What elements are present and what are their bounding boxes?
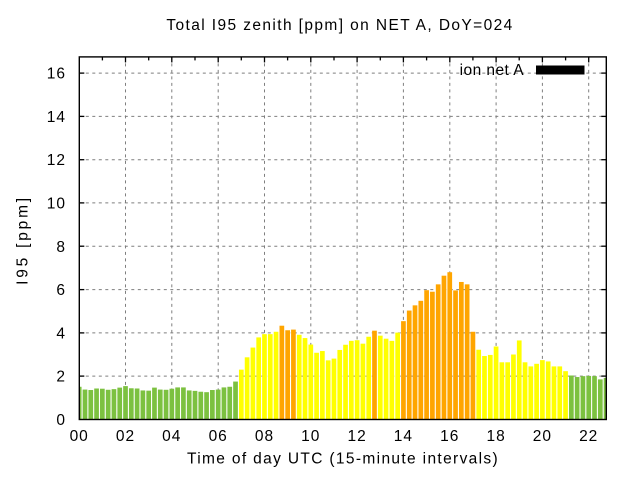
svg-text:ion net A: ion net A [460, 62, 525, 79]
svg-text:12: 12 [47, 152, 66, 169]
svg-text:6: 6 [56, 282, 66, 299]
svg-text:12: 12 [347, 428, 366, 445]
svg-text:22: 22 [579, 428, 598, 445]
svg-text:08: 08 [255, 428, 274, 445]
svg-text:8: 8 [56, 239, 66, 256]
svg-text:18: 18 [486, 428, 505, 445]
svg-text:20: 20 [533, 428, 552, 445]
svg-text:06: 06 [209, 428, 228, 445]
svg-text:00: 00 [70, 428, 89, 445]
svg-text:10: 10 [301, 428, 320, 445]
svg-text:16: 16 [47, 66, 66, 83]
svg-text:04: 04 [162, 428, 181, 445]
svg-text:14: 14 [394, 428, 413, 445]
svg-text:2: 2 [56, 369, 66, 386]
svg-text:Total I95 zenith [ppm] on NET: Total I95 zenith [ppm] on NET A, DoY=024 [166, 17, 513, 34]
svg-text:02: 02 [116, 428, 135, 445]
svg-text:10: 10 [47, 195, 66, 212]
svg-text:16: 16 [440, 428, 459, 445]
svg-text:I95 [ppm]: I95 [ppm] [15, 195, 32, 285]
svg-text:0: 0 [56, 412, 66, 429]
svg-text:4: 4 [56, 325, 66, 342]
svg-text:Time of day UTC (15-minute int: Time of day UTC (15-minute intervals) [187, 451, 499, 468]
svg-text:14: 14 [47, 109, 66, 126]
